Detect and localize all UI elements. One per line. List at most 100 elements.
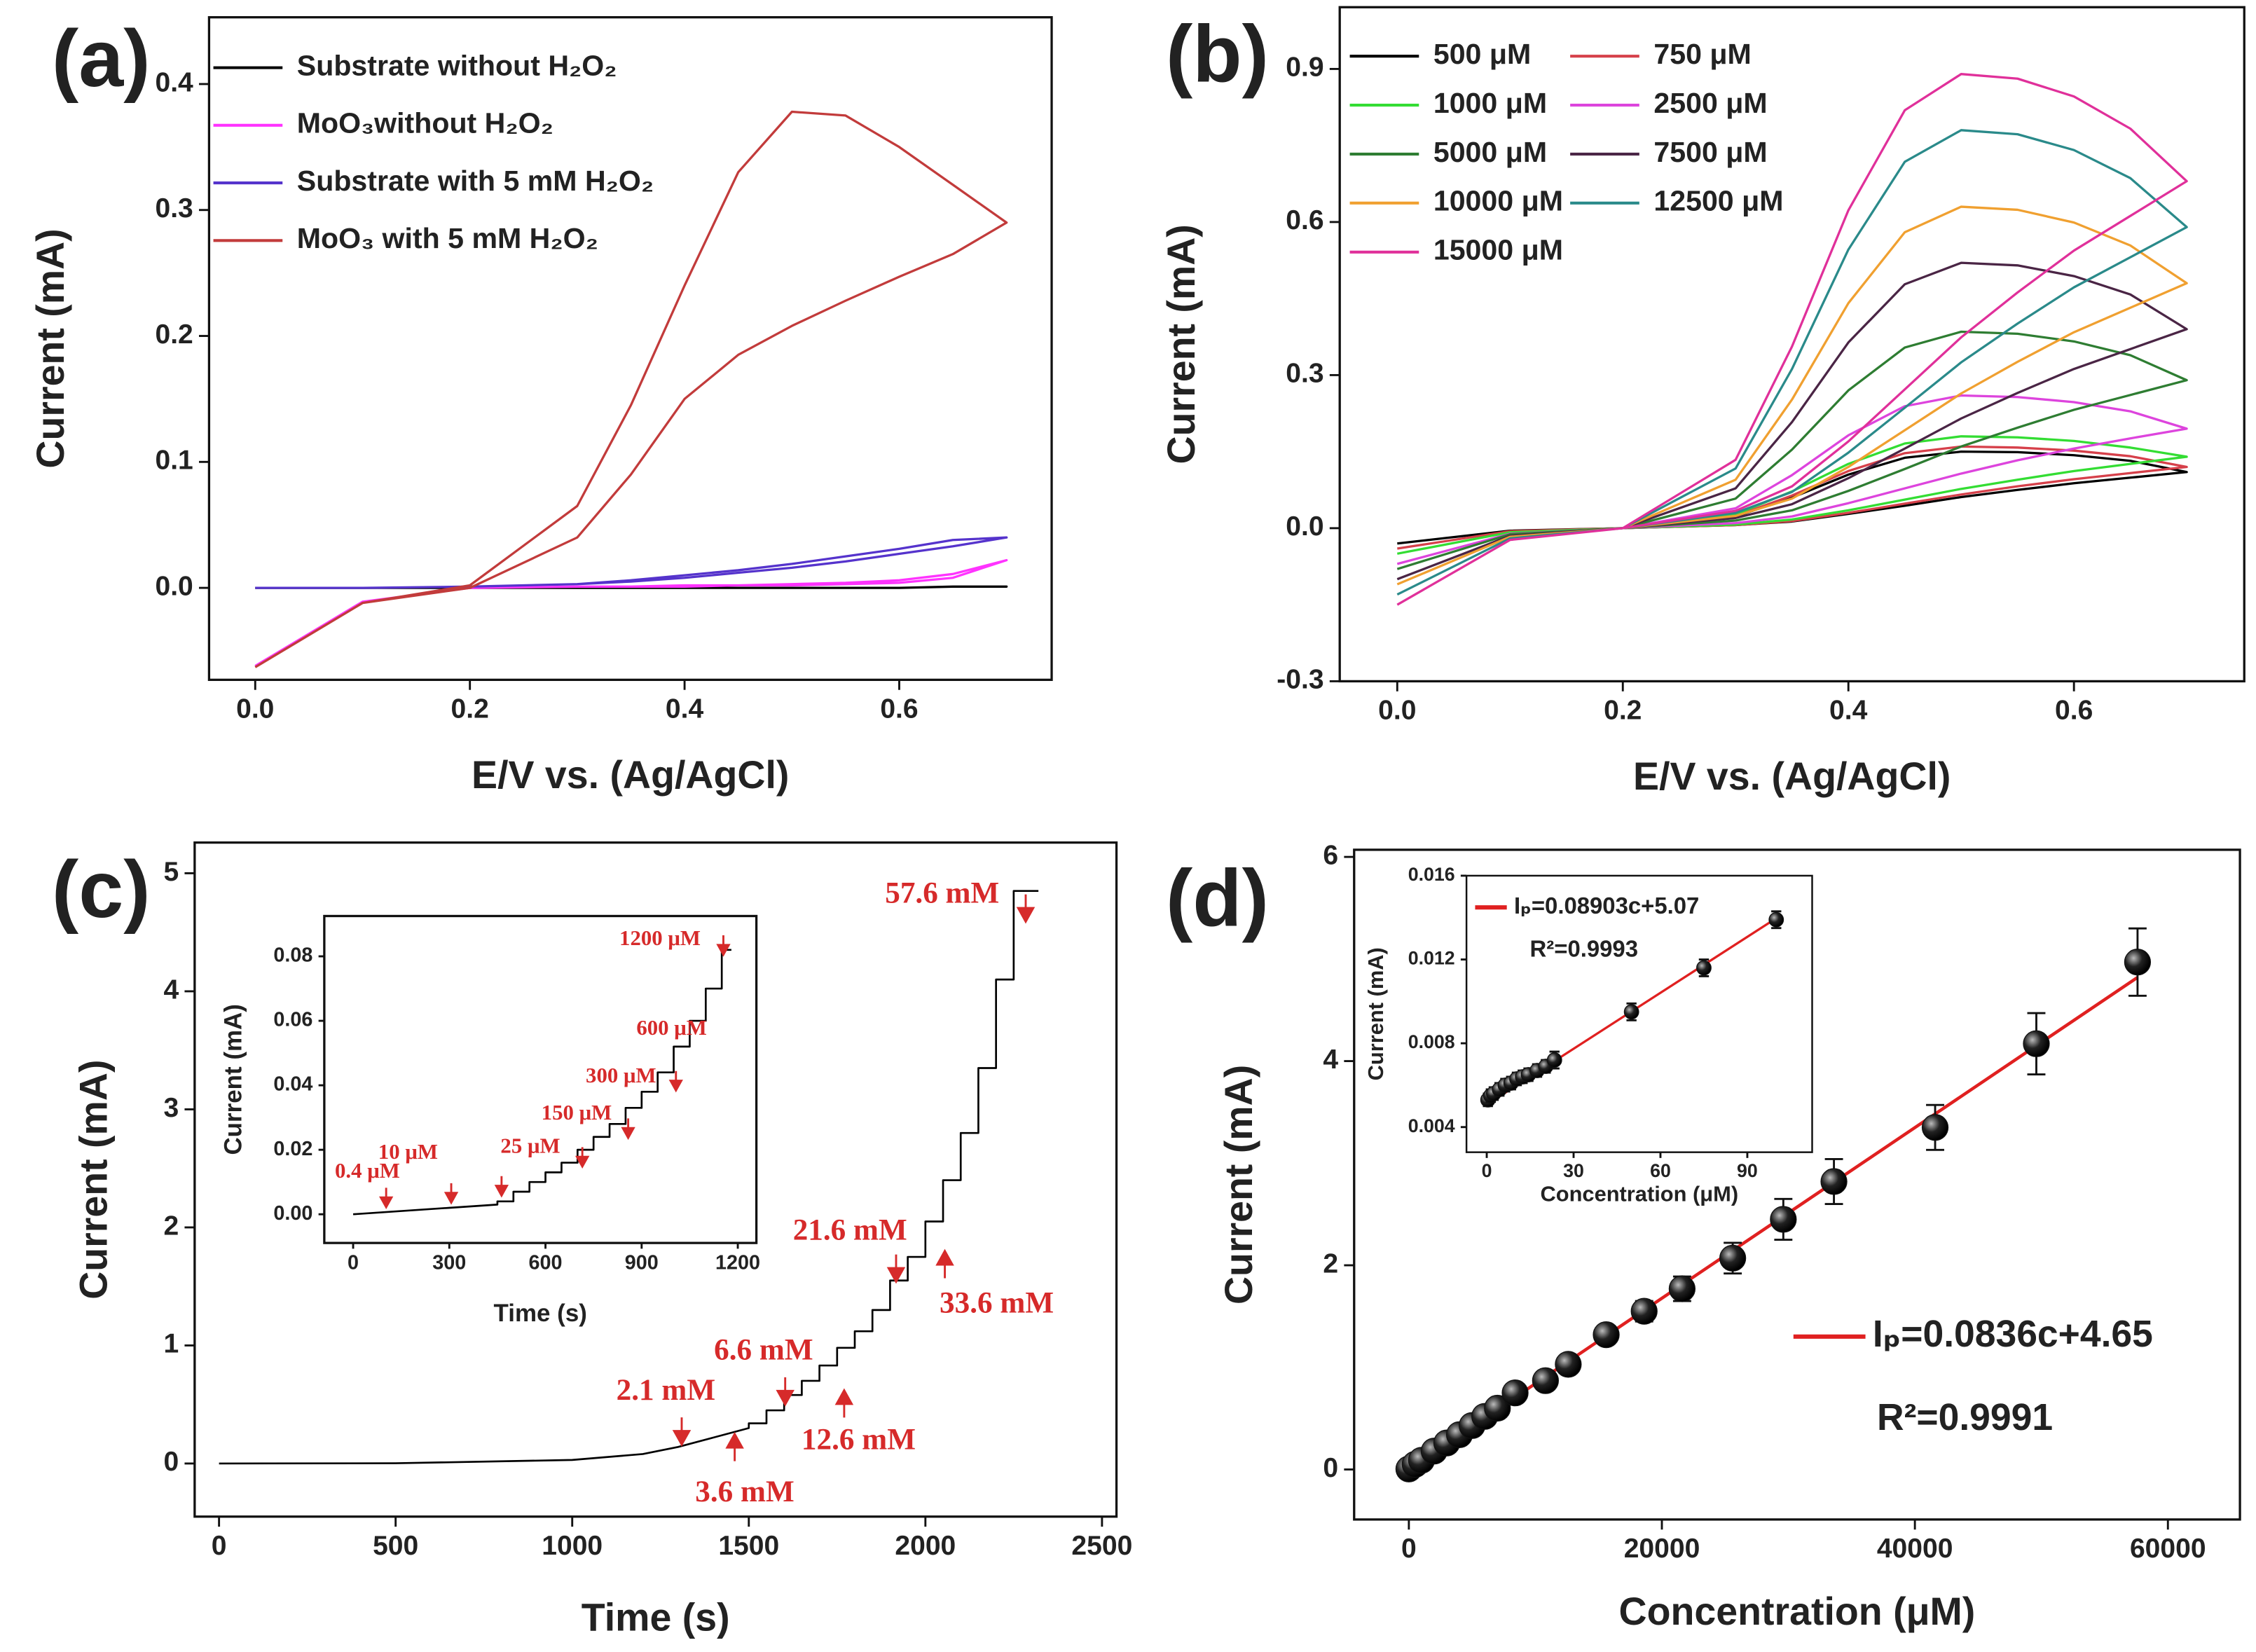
y-tick-label: 0.00 (273, 1202, 312, 1225)
annotation-arrow (443, 1183, 459, 1205)
annotation-label: 12.6 mM (802, 1423, 916, 1456)
annotation-arrow (935, 1248, 954, 1279)
y-tick-label: 0.0 (156, 571, 193, 601)
data-line (255, 585, 1008, 589)
annotation-label: 10 μM (378, 1140, 438, 1164)
annotation-label: 33.6 mM (940, 1287, 1054, 1320)
data-line (1396, 394, 2188, 565)
y-tick-label: 4 (1323, 1045, 1338, 1075)
y-tick-label: 3 (164, 1093, 179, 1123)
data-point (1623, 1004, 1639, 1020)
legend-label: 500 μM (1433, 38, 1531, 70)
x-tick-label: 40000 (1877, 1534, 1953, 1564)
data-line (1396, 205, 2188, 586)
annotation-arrow (672, 1417, 692, 1447)
legend-label: 2500 μM (1653, 87, 1767, 119)
y-tick-label: 0.4 (156, 67, 194, 97)
legend-label: Iₚ=0.0836c+4.65 (1873, 1314, 2153, 1355)
data-point (1593, 1321, 1620, 1349)
x-tick-label: 0.4 (1829, 695, 1868, 725)
x-axis-label: Concentration (μM) (1619, 1590, 1976, 1633)
y-tick-label: 0.008 (1408, 1031, 1455, 1052)
annotation-arrow (379, 1188, 394, 1210)
data-point (1532, 1367, 1560, 1394)
annotation-label: 150 μM (542, 1101, 612, 1124)
panel: 0 30 60 90 0.004 0.008 0.012 0.016 Concentration… (1363, 864, 1813, 1206)
y-tick-label: 2 (164, 1211, 179, 1241)
data-point (2023, 1030, 2050, 1057)
annotation-label: 0.4 μM (335, 1159, 400, 1183)
y-tick-label: 0.3 (1286, 359, 1323, 389)
data-line (254, 110, 1008, 668)
x-tick-label: 2500 (1071, 1531, 1132, 1561)
y-tick-label: 0.04 (273, 1073, 312, 1096)
x-tick-label: 1000 (542, 1531, 603, 1561)
annotation-label: 3.6 mM (695, 1475, 794, 1508)
x-tick-label: 2000 (895, 1531, 956, 1561)
annotation-label: 25 μM (500, 1134, 560, 1158)
panel-label: (c) (52, 845, 151, 935)
x-tick-label: 1500 (718, 1531, 779, 1561)
data-line (1396, 129, 2188, 596)
x-tick-label: 1200 (715, 1252, 760, 1274)
annotation-arrow (494, 1176, 509, 1198)
x-tick-label: 30 (1563, 1160, 1584, 1181)
x-tick-label: 0 (212, 1531, 227, 1561)
y-tick-label: 2 (1323, 1248, 1338, 1279)
x-tick-label: 90 (1737, 1160, 1758, 1181)
y-tick-label: 0.02 (273, 1138, 312, 1160)
data-line (1396, 261, 2188, 581)
y-tick-label: 0.08 (273, 944, 312, 967)
annotation-arrow (834, 1388, 854, 1418)
data-line (255, 536, 1008, 589)
x-axis-label: Time (s) (582, 1595, 730, 1639)
y-tick-label: 0.06 (273, 1009, 312, 1031)
data-point (1921, 1114, 1949, 1141)
x-tick-label: 0.2 (451, 694, 489, 724)
data-point (1501, 1379, 1529, 1407)
y-tick-label: -0.3 (1277, 665, 1323, 695)
x-tick-label: 0.2 (1604, 695, 1642, 725)
y-axis-label: Current (mA) (72, 1060, 116, 1300)
plot-area (1465, 874, 1813, 1153)
legend-label: 750 μM (1653, 38, 1751, 70)
annotation-arrow (575, 1147, 590, 1169)
y-tick-label: 1 (164, 1329, 179, 1359)
y-axis-label: Current (mA) (1160, 224, 1203, 464)
y-tick-label: 0.9 (1286, 53, 1323, 83)
annotation-label: 21.6 mM (793, 1213, 907, 1246)
r-squared: R²=0.9993 (1530, 936, 1638, 962)
data-line (254, 558, 1008, 667)
annotation-label: 57.6 mM (885, 876, 999, 909)
y-tick-label: 0.016 (1408, 864, 1455, 885)
x-axis-label: Concentration (μM) (1541, 1181, 1739, 1206)
y-axis-label: Current (mA) (1363, 947, 1388, 1080)
legend-label: 7500 μM (1653, 136, 1767, 168)
data-point (1820, 1168, 1848, 1195)
data-point (1546, 1052, 1562, 1068)
x-tick-label: 0.6 (2055, 695, 2093, 725)
data-point (1668, 1275, 1696, 1302)
panel: 0 300 600 900 1200 0.00 0.02 0.04 0.06 0.08 Time (… (220, 914, 760, 1327)
data-point (2124, 949, 2152, 976)
y-axis-label: Current (mA) (1217, 1065, 1260, 1305)
panel: (b) 0.0 0.2 0.4 0.6 -0.3 0.0 0.3 0.6 0.9 E/V vs. (… (1160, 6, 2245, 798)
y-tick-label: 4 (164, 975, 179, 1005)
x-tick-label: 0.0 (1378, 695, 1416, 725)
y-tick-label: 0 (1323, 1453, 1338, 1483)
x-axis-label: Time (s) (494, 1300, 587, 1327)
annotation-arrow (621, 1118, 635, 1141)
x-tick-label: 0.6 (880, 694, 918, 724)
legend-label: 12500 μM (1653, 185, 1783, 217)
annotation-label: 1200 μM (619, 926, 701, 950)
annotation-arrow (725, 1431, 744, 1461)
y-axis-label: Current (mA) (29, 228, 72, 468)
legend-label: 1000 μM (1433, 87, 1547, 119)
annotation-label: 300 μM (586, 1064, 656, 1087)
data-point (1719, 1244, 1747, 1272)
data-line (352, 949, 731, 1216)
y-tick-label: 0.004 (1408, 1115, 1455, 1136)
y-tick-label: 0.2 (156, 319, 193, 350)
data-line (219, 890, 1039, 1465)
